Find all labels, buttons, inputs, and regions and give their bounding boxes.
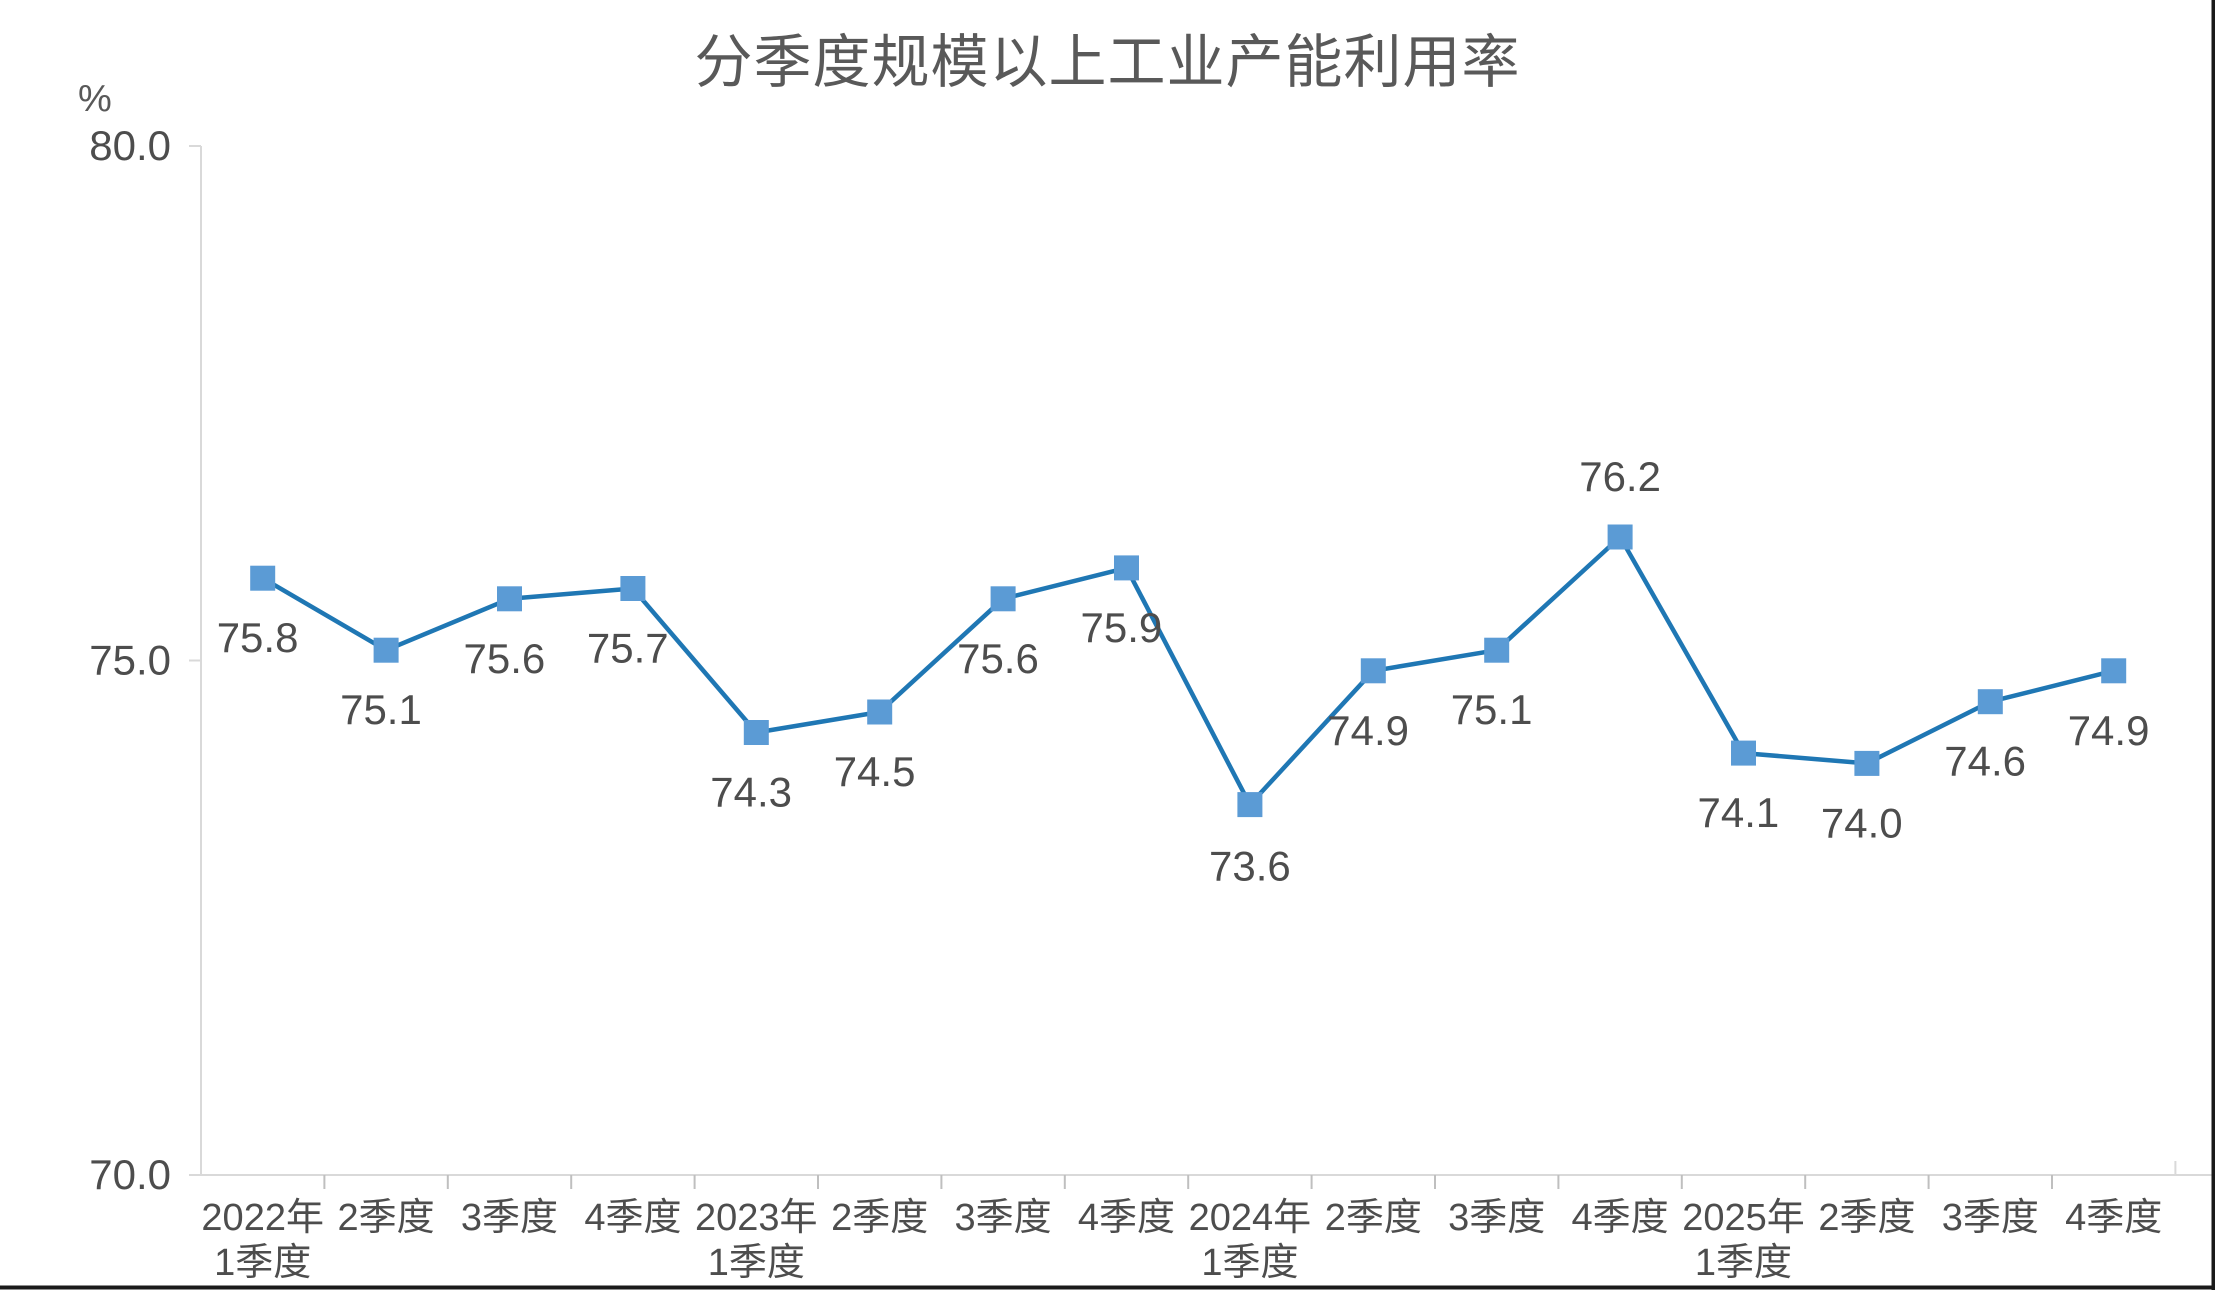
svg-text:75.6: 75.6 [464,635,546,682]
svg-text:75.9: 75.9 [1081,604,1163,651]
svg-text:76.2: 76.2 [1579,453,1661,500]
svg-text:1季度: 1季度 [708,1242,805,1284]
svg-text:2季度: 2季度 [338,1197,435,1239]
svg-text:74.9: 74.9 [2068,707,2150,754]
svg-text:75.6: 75.6 [957,635,1039,682]
svg-text:3季度: 3季度 [1448,1197,1545,1239]
svg-text:4季度: 4季度 [1078,1197,1175,1239]
svg-text:74.9: 74.9 [1327,707,1409,754]
svg-text:75.0: 75.0 [89,637,171,684]
svg-text:2023年: 2023年 [695,1197,818,1239]
svg-text:1季度: 1季度 [1695,1242,1792,1284]
svg-text:75.1: 75.1 [1451,686,1533,733]
svg-text:74.3: 74.3 [710,769,792,816]
svg-text:3季度: 3季度 [461,1197,558,1239]
svg-text:74.1: 74.1 [1698,789,1780,836]
svg-text:74.5: 74.5 [834,748,916,795]
svg-text:4季度: 4季度 [2065,1197,2162,1239]
svg-text:2022年: 2022年 [201,1197,324,1239]
svg-text:70.0: 70.0 [89,1151,171,1198]
svg-text:1季度: 1季度 [214,1242,311,1284]
svg-text:2季度: 2季度 [1325,1197,1422,1239]
svg-text:2025年: 2025年 [1682,1197,1805,1239]
svg-text:74.6: 74.6 [1944,738,2026,785]
svg-text:4季度: 4季度 [1572,1197,1669,1239]
svg-text:1季度: 1季度 [1201,1242,1298,1284]
svg-text:80.0: 80.0 [89,122,171,169]
svg-text:74.0: 74.0 [1821,799,1903,846]
svg-text:2季度: 2季度 [1818,1197,1915,1239]
svg-text:2024年: 2024年 [1189,1197,1312,1239]
svg-text:75.1: 75.1 [340,686,422,733]
svg-text:75.7: 75.7 [587,625,669,672]
svg-text:2季度: 2季度 [831,1197,928,1239]
svg-text:3季度: 3季度 [955,1197,1052,1239]
svg-text:73.6: 73.6 [1209,843,1291,890]
svg-text:75.8: 75.8 [217,614,299,661]
svg-text:3季度: 3季度 [1942,1197,2039,1239]
svg-text:4季度: 4季度 [584,1197,681,1239]
